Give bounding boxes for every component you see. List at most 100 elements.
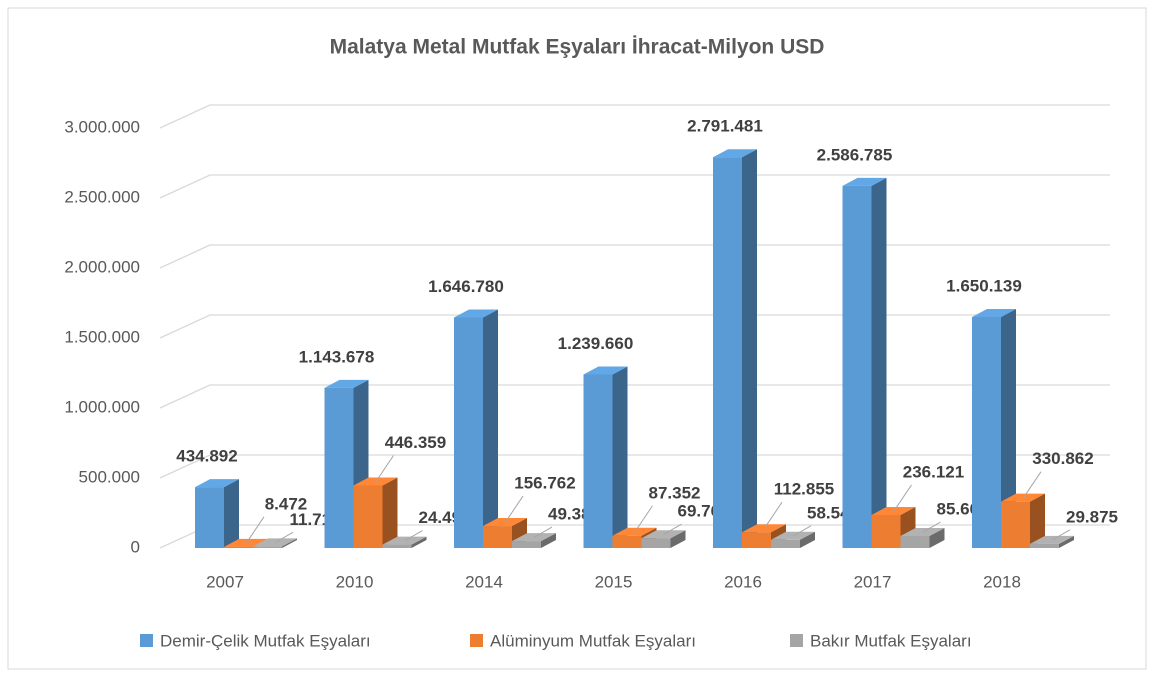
bar: [583, 374, 613, 548]
bar-top: [454, 309, 498, 318]
bar-top: [483, 518, 527, 527]
leader-line: [404, 530, 423, 542]
bar-top: [382, 536, 427, 545]
bar: [195, 487, 224, 548]
bar: [742, 532, 771, 548]
bar: [224, 546, 253, 548]
y-tick-label: 3.000.000: [64, 117, 140, 136]
bar-side: [411, 536, 427, 548]
bar-top: [1001, 493, 1045, 502]
bar: [713, 157, 742, 548]
bar-top: [353, 477, 398, 486]
bar-side: [1059, 535, 1074, 548]
y-tick-label: 1.500.000: [64, 327, 140, 346]
data-label: 2.791.481: [687, 117, 763, 136]
bar-top: [195, 479, 239, 488]
grid-line: [159, 174, 1110, 199]
leader-line: [1023, 471, 1042, 498]
bar: [454, 317, 483, 548]
data-label: 1.646.780: [428, 277, 504, 296]
leader-line: [893, 484, 912, 512]
bar: [512, 541, 541, 548]
bar: [612, 535, 642, 548]
bar-side: [800, 531, 815, 548]
data-label: 29.875: [1066, 507, 1118, 526]
bar-top: [224, 538, 268, 547]
y-tick-label: 2.000.000: [64, 257, 140, 276]
bar-top: [972, 308, 1016, 317]
bar: [353, 485, 383, 548]
legend-label: Bakır Mutfak Eşyaları: [810, 631, 972, 650]
grid-line: [159, 314, 1110, 339]
leader-line: [534, 526, 553, 538]
bar-side: [871, 177, 887, 548]
x-tick-label: 2015: [595, 572, 633, 591]
data-label: 236.121: [903, 462, 964, 481]
leader-line: [922, 521, 941, 533]
data-label: 87.352: [649, 483, 701, 502]
bar-top: [641, 530, 686, 539]
bar-top: [771, 531, 815, 540]
y-tick-label: 0: [131, 537, 140, 556]
bar: [1001, 501, 1030, 548]
leader-line: [505, 495, 524, 523]
bar-side: [382, 477, 398, 548]
data-label: 434.892: [176, 447, 237, 466]
leader-line: [1052, 529, 1071, 541]
data-label: 112.855: [774, 480, 835, 499]
y-tick-label: 2.500.000: [64, 187, 140, 206]
bar: [900, 536, 930, 548]
bar-top: [324, 379, 369, 388]
bar: [382, 544, 412, 548]
bar-top: [612, 527, 657, 536]
legend-label: Demir-Çelik Mutfak Eşyaları: [160, 631, 371, 650]
leader-line: [375, 455, 394, 482]
leader-line: [634, 505, 653, 533]
y-tick-label: 500.000: [79, 467, 140, 486]
legend-label: Alüminyum Mutfak Eşyaları: [490, 631, 696, 650]
leader-line: [275, 531, 294, 543]
bar-side: [742, 149, 757, 548]
data-label: 8.472: [265, 494, 308, 513]
bar-top: [871, 506, 916, 515]
bar-top: [900, 528, 945, 537]
y-tick-label: 1.000.000: [64, 397, 140, 416]
bar-side: [1001, 308, 1016, 548]
x-tick-label: 2014: [465, 572, 503, 591]
bar-side: [612, 366, 628, 548]
bar-top: [713, 149, 757, 158]
x-tick-label: 2017: [854, 572, 892, 591]
bar-top: [1030, 535, 1074, 544]
x-tick-label: 2018: [983, 572, 1021, 591]
bar: [871, 514, 901, 548]
bar: [842, 185, 872, 548]
bar-top: [742, 524, 786, 533]
bar: [324, 387, 354, 548]
data-label: 1.650.139: [946, 276, 1022, 295]
bar: [483, 526, 512, 548]
data-label: 330.862: [1032, 449, 1093, 468]
leader-line: [246, 516, 265, 544]
data-label: 156.762: [514, 474, 575, 493]
data-label: 2.586.785: [817, 145, 893, 164]
bar: [972, 316, 1001, 548]
bar-side: [224, 479, 239, 548]
bar-side: [670, 530, 686, 548]
bar: [1030, 543, 1059, 548]
x-tick-label: 2010: [336, 572, 374, 591]
data-label: 446.359: [385, 433, 446, 452]
leader-line: [764, 501, 783, 529]
leader-line: [793, 525, 812, 537]
bar-top: [842, 177, 887, 186]
bar-side: [929, 528, 945, 548]
grid-line: [159, 454, 1110, 479]
bar: [641, 538, 671, 548]
bar-top: [512, 533, 556, 542]
chart-frame: [7, 7, 1147, 670]
legend-swatch: [470, 634, 483, 647]
grid-line: [159, 384, 1110, 409]
grid-line: [159, 104, 1110, 129]
bar-side: [1030, 493, 1045, 548]
bar-side: [282, 538, 297, 548]
